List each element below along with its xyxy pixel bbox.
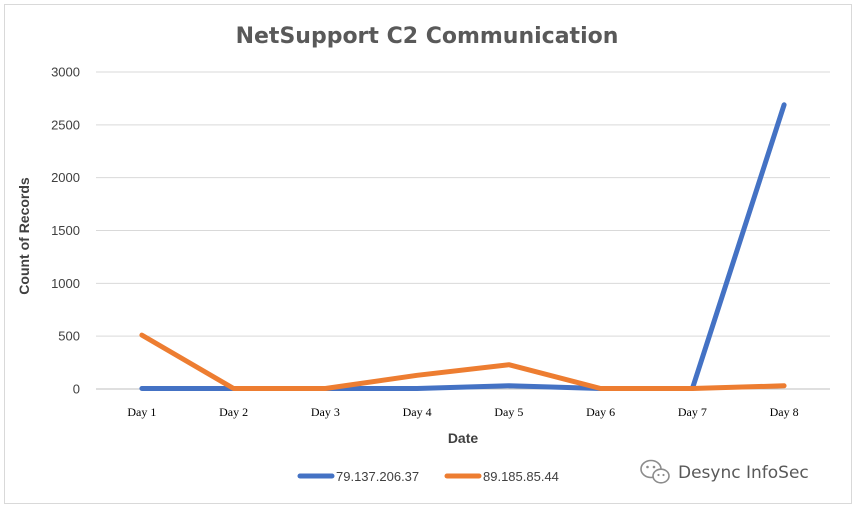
series-lines xyxy=(139,102,787,391)
y-tick-label: 3000 xyxy=(51,65,80,80)
x-axis-ticks: Day 1 Day 2 Day 3 Day 4 Day 5 Day 6 Day 7 Day 8 xyxy=(127,405,798,419)
y-axis-label: Count of Records xyxy=(16,177,32,295)
y-axis-ticks: 0 500 1000 1500 2000 2500 3000 xyxy=(51,65,80,397)
watermark-text: Desync InfoSec xyxy=(678,463,809,483)
y-tick-label: 1500 xyxy=(51,223,80,238)
y-tick-label: 500 xyxy=(58,329,80,344)
chart-frame xyxy=(4,4,852,504)
x-tick-label: Day 2 xyxy=(219,405,248,419)
series-line-2 xyxy=(139,332,787,391)
x-tick-label: Day 8 xyxy=(770,405,799,419)
wechat-icon xyxy=(640,459,670,484)
y-tick-label: 1000 xyxy=(51,276,80,291)
series-line-1 xyxy=(139,102,787,391)
y-tick-label: 2000 xyxy=(51,170,80,185)
legend-label: 89.185.85.44 xyxy=(483,469,559,484)
x-tick-label: Day 6 xyxy=(586,405,615,419)
y-tick-label: 2500 xyxy=(51,117,80,132)
x-tick-label: Day 4 xyxy=(403,405,432,419)
legend: 79.137.206.37 89.185.85.44 xyxy=(297,469,559,484)
chart-title: NetSupport C2 Communication xyxy=(236,24,619,49)
x-tick-label: Day 5 xyxy=(494,405,523,419)
x-axis-label: Date xyxy=(448,430,479,446)
legend-label: 79.137.206.37 xyxy=(336,469,419,484)
x-tick-label: Day 7 xyxy=(678,405,707,419)
x-tick-label: Day 1 xyxy=(127,405,156,419)
y-tick-label: 0 xyxy=(73,382,80,397)
watermark: Desync InfoSec xyxy=(640,459,809,484)
x-tick-label: Day 3 xyxy=(311,405,340,419)
